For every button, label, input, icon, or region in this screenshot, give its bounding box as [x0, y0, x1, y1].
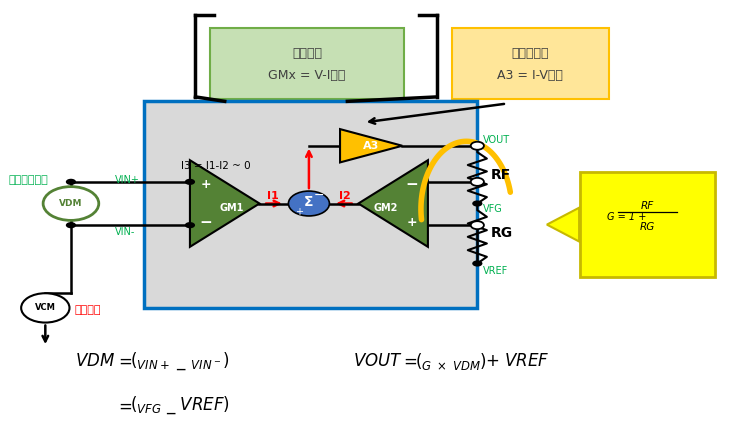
Text: +: +	[406, 216, 417, 229]
FancyBboxPatch shape	[452, 28, 609, 99]
FancyBboxPatch shape	[210, 28, 404, 99]
Text: I2: I2	[339, 190, 351, 201]
Text: VDM: VDM	[60, 199, 83, 208]
Text: A3 = I-V转换: A3 = I-V转换	[498, 69, 563, 82]
Text: $=$: $=$	[401, 352, 417, 370]
Text: $=$: $=$	[115, 352, 132, 370]
Circle shape	[21, 293, 70, 323]
Polygon shape	[340, 129, 402, 162]
Text: VREF: VREF	[483, 266, 509, 277]
Polygon shape	[359, 160, 428, 247]
Text: $\mathit{({}_{G\ \times\ VDM})}$: $\mathit{({}_{G\ \times\ VDM})}$	[415, 351, 487, 372]
Circle shape	[66, 222, 76, 228]
Text: GM1: GM1	[220, 203, 244, 213]
Text: GMx = V-I转换: GMx = V-I转换	[268, 69, 345, 82]
FancyBboxPatch shape	[580, 173, 715, 277]
Circle shape	[66, 179, 76, 185]
Text: VIN+: VIN+	[115, 175, 140, 185]
Circle shape	[184, 179, 195, 185]
Text: $=$: $=$	[115, 396, 132, 415]
Text: −: −	[406, 177, 418, 192]
Polygon shape	[547, 208, 579, 241]
Text: −: −	[200, 215, 212, 230]
Text: I3 = I1-I2 ~ 0: I3 = I1-I2 ~ 0	[181, 161, 251, 171]
Text: RG: RG	[640, 223, 655, 232]
Text: A3: A3	[363, 141, 379, 151]
Text: $\mathit{({}_{VIN+}\ \_\ {}_{VIN^-})}$: $\mathit{({}_{VIN+}\ \_\ {}_{VIN^-})}$	[129, 350, 229, 372]
Text: 共模电压: 共模电压	[75, 305, 101, 315]
Text: RF: RF	[641, 201, 654, 211]
Text: −: −	[314, 189, 324, 202]
Text: 跨导级：: 跨导级：	[292, 47, 322, 60]
Text: +: +	[201, 178, 211, 191]
Text: G = 1 +: G = 1 +	[607, 211, 647, 222]
Text: $\mathit{({}_{VFG}\ \_\ \mathit{VREF})}$: $\mathit{({}_{VFG}\ \_\ \mathit{VREF})}$	[129, 395, 229, 417]
Text: I1: I1	[268, 190, 279, 201]
Text: $+\ \mathit{VREF}$: $+\ \mathit{VREF}$	[484, 352, 549, 370]
Polygon shape	[190, 160, 259, 247]
Text: VFG: VFG	[483, 204, 503, 214]
Text: 跨阻抗级：: 跨阻抗级：	[512, 47, 549, 60]
Text: VOUT: VOUT	[483, 135, 510, 145]
Text: GM2: GM2	[374, 203, 398, 213]
FancyBboxPatch shape	[144, 101, 477, 308]
Text: RF: RF	[490, 168, 511, 181]
Circle shape	[470, 178, 484, 186]
Circle shape	[288, 191, 329, 216]
Circle shape	[470, 142, 484, 150]
Circle shape	[470, 221, 484, 229]
Text: +: +	[295, 207, 303, 217]
Text: $\mathit{VDM}$: $\mathit{VDM}$	[75, 352, 115, 370]
Text: RG: RG	[490, 227, 512, 240]
Text: Σ: Σ	[304, 195, 314, 209]
Circle shape	[472, 200, 482, 207]
Text: VIN-: VIN-	[115, 227, 135, 237]
Text: VCM: VCM	[35, 304, 56, 312]
Circle shape	[43, 187, 98, 220]
Circle shape	[472, 143, 482, 149]
Text: 差分输入电压: 差分输入电压	[9, 175, 49, 185]
Circle shape	[184, 222, 195, 228]
Text: $\mathit{VOUT}$: $\mathit{VOUT}$	[353, 352, 403, 370]
Circle shape	[472, 260, 482, 266]
